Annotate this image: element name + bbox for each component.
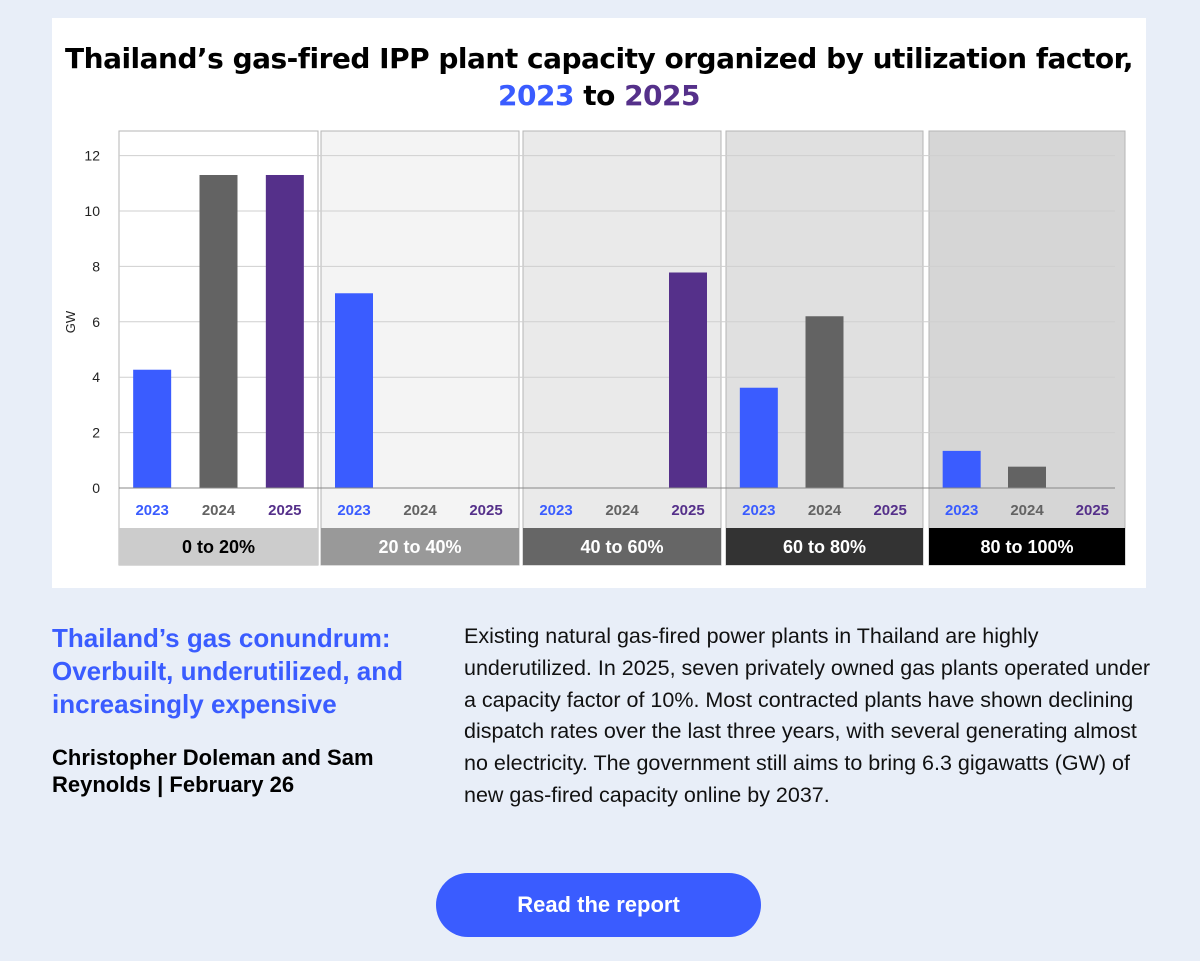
y-tick-label: 10	[84, 203, 100, 219]
y-tick-label: 0	[92, 480, 100, 496]
bar-2025-3	[669, 272, 707, 488]
article-byline: Christopher Doleman and Sam Reynolds | F…	[52, 745, 374, 797]
chart-title-year-end: 2025	[624, 79, 700, 112]
y-tick-label: 2	[92, 425, 100, 441]
group-label: 60 to 80%	[783, 537, 866, 557]
x-year-label: 2024	[605, 502, 639, 519]
x-year-label: 2024	[403, 502, 437, 519]
x-year-label: 2023	[945, 502, 978, 519]
chart-title-main: Thailand’s gas-fired IPP plant capacity …	[65, 42, 1133, 75]
panel-background	[928, 130, 1126, 566]
chart-title-to: to	[583, 79, 615, 112]
y-tick-label: 4	[92, 369, 100, 385]
group-band	[119, 528, 318, 565]
bar-chart: 0 2 4 6 8 10 12 GW 2023 2024 2025 0 to 20% 2023 2024 2…	[63, 130, 1126, 566]
bar-2025-1	[265, 174, 304, 489]
x-year-label: 2024	[1010, 502, 1044, 519]
x-year-label: 2025	[873, 502, 906, 519]
x-year-label: 2023	[742, 502, 775, 519]
bar-2023-2	[335, 293, 373, 488]
x-year-label: 2025	[1076, 502, 1109, 519]
bar-2023-4	[739, 387, 778, 488]
y-axis-label: GW	[63, 310, 78, 333]
bar-2024-5	[1008, 466, 1046, 488]
x-year-label: 2024	[808, 502, 842, 519]
group-band	[321, 528, 519, 565]
group-label: 20 to 40%	[378, 537, 461, 557]
chart-title-year-start: 2023	[498, 79, 574, 112]
y-tick-label: 12	[84, 148, 100, 164]
x-year-label: 2023	[539, 502, 572, 519]
group-label: 40 to 60%	[580, 537, 663, 557]
x-year-label: 2023	[135, 502, 168, 519]
x-year-label: 2025	[469, 502, 502, 519]
group-label: 0 to 20%	[182, 537, 255, 557]
y-tick-label: 6	[92, 314, 100, 330]
x-year-label: 2024	[202, 502, 236, 519]
group-band	[929, 528, 1125, 565]
y-tick-label: 8	[92, 258, 100, 274]
x-year-label: 2023	[337, 502, 370, 519]
group-band	[726, 528, 923, 565]
x-year-label: 2025	[671, 502, 704, 519]
bar-2023-5	[942, 450, 981, 488]
x-year-label: 2025	[268, 502, 301, 519]
read-report-button[interactable]: Read the report	[436, 873, 761, 937]
bar-2023-1	[133, 369, 172, 488]
bar-2024-1	[199, 174, 238, 489]
article-summary: Existing natural gas-fired power plants …	[464, 624, 1151, 807]
chart-card: Thailand’s gas-fired IPP plant capacity …	[52, 18, 1146, 588]
bar-2024-4	[805, 316, 844, 488]
group-band	[523, 528, 721, 565]
group-label: 80 to 100%	[980, 537, 1073, 557]
article-headline[interactable]: Thailand’s gas conundrum: Overbuilt, und…	[52, 623, 404, 719]
chart-title: Thailand’s gas-fired IPP plant capacity …	[52, 40, 1146, 114]
